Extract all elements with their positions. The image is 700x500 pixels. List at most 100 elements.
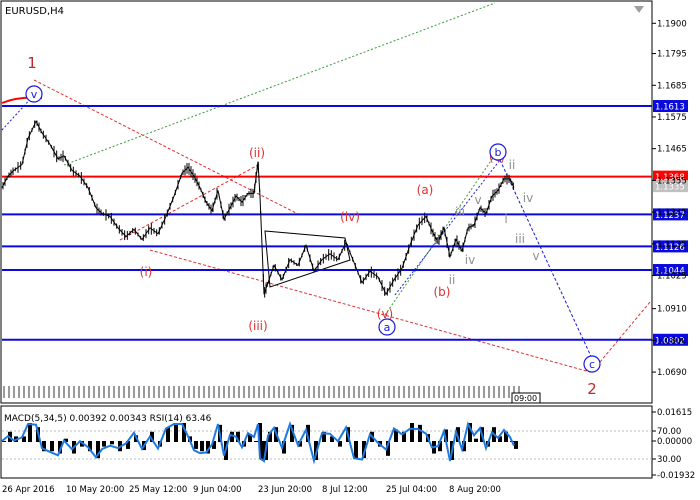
- x-tick-label: 23 Jun 20:00: [258, 485, 312, 495]
- x-tick-label: 8 Aug 20:00: [449, 485, 501, 495]
- x-tick-label: 25 Jul 04:00: [386, 485, 437, 495]
- macd-bar: [102, 441, 106, 447]
- macd-bar: [96, 441, 100, 459]
- macd-bar: [438, 441, 442, 452]
- blue-wedge-line: [394, 159, 501, 296]
- macd-bar: [28, 423, 32, 442]
- wave-label: v: [31, 88, 38, 101]
- level-label: 1.1237: [655, 211, 685, 221]
- wave-label: (a): [417, 183, 434, 197]
- wave-label: (iv): [340, 210, 360, 224]
- macd-bar: [362, 441, 366, 459]
- macd-bar: [42, 441, 46, 452]
- macd-bar: [410, 423, 414, 442]
- wave-label: (b): [434, 285, 451, 299]
- level-label: 1.1335: [655, 183, 685, 193]
- indicator-tick-label: 70.00: [657, 427, 681, 437]
- macd-bar: [474, 438, 478, 442]
- level-label: 1.1613: [655, 103, 685, 113]
- x-tick-label: 9 Jun 04:00: [193, 485, 242, 495]
- macd-bar: [236, 431, 240, 442]
- macd-bar: [504, 431, 508, 442]
- level-label: 1.0802: [655, 336, 685, 346]
- y-tick-label: 1.1355: [657, 176, 687, 186]
- x-tick-label: 8 Jul 12:00: [322, 485, 368, 495]
- wave-label: 2: [587, 380, 597, 398]
- wave-label: i: [436, 233, 439, 247]
- macd-bar: [290, 424, 294, 442]
- wave-label: (i): [140, 265, 153, 279]
- macd-bar: [268, 431, 272, 442]
- macd-bar: [260, 441, 264, 460]
- wave-label: v: [532, 249, 539, 263]
- indicator-panel: [0, 405, 653, 479]
- green-channel-line: [63, 2, 496, 166]
- macd-bar: [468, 423, 472, 442]
- wave-circle: [489, 143, 507, 161]
- time-badge: [511, 392, 541, 404]
- wave-label: iii: [515, 232, 525, 246]
- wave-label: a: [384, 321, 391, 334]
- y-tick-label: 1.1245: [657, 208, 687, 218]
- green-wedge-line: [384, 154, 496, 316]
- macd-bar: [64, 438, 68, 442]
- y-tick-label: 1.1465: [657, 145, 687, 155]
- triangle-pattern: [264, 230, 351, 288]
- level-label: 1.1126: [655, 243, 685, 253]
- macd-bar: [166, 427, 170, 442]
- macd-bar: [258, 423, 262, 442]
- macd-bar: [394, 429, 398, 442]
- wave-label: 1: [27, 54, 37, 72]
- level-badge: [653, 170, 688, 183]
- wave-label: (ii): [249, 146, 265, 160]
- time-badge-label: 09:00: [514, 394, 537, 403]
- macd-bar: [456, 427, 460, 442]
- macd-bar: [58, 441, 62, 454]
- wave-circle: [378, 318, 396, 336]
- level-badge: [653, 333, 688, 346]
- macd-bar: [50, 441, 54, 452]
- macd-bar: [206, 441, 210, 454]
- level-badge: [653, 180, 688, 193]
- macd-bar: [2, 441, 6, 442]
- x-tick-label: 26 Apr 2016: [2, 485, 55, 495]
- level-badge: [653, 208, 688, 221]
- macd-bar: [182, 423, 186, 442]
- blue-projection-line: [499, 159, 596, 366]
- y-tick-label: 1.0800: [657, 336, 687, 346]
- level-badge: [653, 240, 688, 253]
- level-label: 1.1368: [655, 173, 685, 183]
- wave-label: b: [495, 146, 502, 159]
- scroll-arrow-icon[interactable]: [634, 6, 644, 13]
- macd-bar: [126, 441, 130, 449]
- macd-bar: [444, 429, 448, 442]
- macd-bar: [338, 441, 342, 447]
- macd-bar: [254, 441, 258, 442]
- x-tick-label: 25 May 12:00: [129, 485, 187, 495]
- macd-bar: [88, 441, 92, 452]
- red-projection-line: [599, 301, 651, 363]
- macd-bar: [330, 436, 334, 442]
- macd-bar: [298, 441, 302, 447]
- wave-label: v: [474, 193, 481, 207]
- macd-bar: [514, 441, 518, 449]
- macd-bar: [322, 431, 326, 442]
- wave-label: ii: [509, 158, 516, 172]
- y-tick-label: 1.1575: [657, 113, 687, 123]
- wave-label: ii: [449, 273, 456, 287]
- y-tick-label: 1.1025: [657, 272, 687, 282]
- wave-circle: [25, 85, 43, 103]
- wave-label: iv: [465, 253, 475, 267]
- macd-bar: [200, 441, 204, 452]
- wave-label: (v): [377, 307, 393, 321]
- indicator-tick-label: 0.00000: [657, 437, 692, 447]
- macd-bar: [110, 441, 114, 445]
- symbol-label: EURUSD,H4: [5, 6, 64, 17]
- macd-bar: [212, 441, 216, 449]
- wave-label: iii: [455, 205, 465, 219]
- y-tick-label: 1.1135: [657, 240, 687, 250]
- macd-bar: [354, 441, 358, 459]
- macd-bar: [22, 436, 26, 442]
- x-tick-label: 10 May 20:00: [66, 485, 124, 495]
